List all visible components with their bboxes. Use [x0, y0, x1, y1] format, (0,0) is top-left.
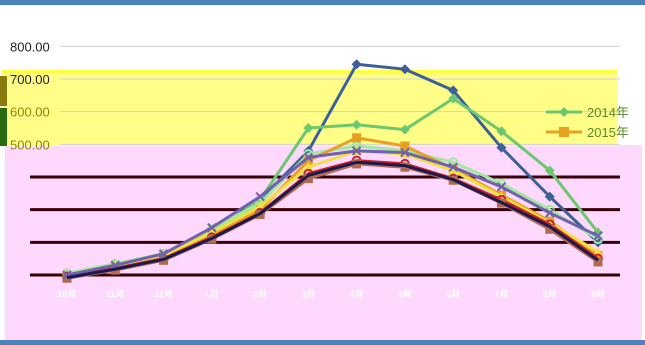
y-tick-label: 800.00	[10, 39, 50, 54]
x-tick-label: 3月	[301, 289, 315, 299]
data-point	[593, 231, 603, 241]
data-point	[593, 247, 603, 257]
legend-entry: 2015年	[546, 125, 629, 140]
data-point	[400, 147, 410, 158]
data-point	[303, 162, 314, 172]
data-point	[545, 224, 555, 234]
x-tick-label: 12月	[154, 289, 173, 299]
data-point	[62, 273, 72, 283]
legend-label: 2014年	[587, 105, 629, 120]
data-point	[400, 162, 410, 172]
highlight-band	[2, 70, 617, 146]
data-point	[496, 142, 507, 153]
x-tick-label: 9月	[591, 289, 605, 299]
data-point	[496, 182, 507, 192]
legend-swatch-marker	[559, 127, 569, 137]
legend-swatch-marker	[559, 107, 569, 117]
x-tick-label: 8月	[543, 289, 557, 299]
data-point	[255, 191, 265, 202]
x-tick-label: 5月	[398, 289, 412, 299]
data-point	[448, 162, 458, 172]
series-layer	[62, 59, 603, 283]
data-point	[545, 208, 555, 218]
data-point	[303, 152, 314, 163]
x-tick-label: 7月	[494, 289, 508, 299]
frame-top-border	[0, 0, 645, 5]
data-point	[399, 124, 410, 135]
x-tick-label: 6月	[446, 289, 460, 299]
frame-bottom-border	[0, 340, 645, 345]
data-point	[544, 191, 555, 202]
data-point	[352, 159, 362, 169]
series-line	[66, 160, 599, 280]
data-point	[496, 126, 507, 137]
highlight-band-edge-top	[2, 70, 617, 74]
x-axis-tick-labels: 10月 11月 12月 1月 2月 3月 4月 5月 6月 7月 8月 9月	[57, 289, 605, 299]
data-point	[593, 257, 603, 267]
y-tick-label: 700.00	[10, 72, 50, 87]
data-point	[448, 93, 459, 104]
grid-lines	[30, 45, 620, 277]
data-point	[400, 141, 410, 151]
x-tick-label: 11月	[106, 289, 125, 299]
data-point	[351, 59, 362, 70]
data-point	[303, 156, 313, 166]
data-point	[352, 133, 362, 143]
legend: 2014年 2015年	[546, 105, 629, 140]
data-point	[448, 165, 459, 175]
data-point	[544, 165, 555, 176]
left-accent-olive	[0, 76, 7, 106]
x-tick-label: 1月	[205, 289, 219, 299]
data-point	[158, 249, 169, 259]
series-line	[66, 149, 599, 277]
data-point	[303, 123, 314, 133]
data-point	[207, 222, 217, 233]
legend-label: 2015年	[587, 125, 629, 140]
data-point	[255, 201, 266, 211]
x-tick-label: 2月	[253, 289, 267, 299]
data-point	[351, 119, 362, 130]
x-tick-label: 4月	[350, 289, 364, 299]
x-tick-label: 10月	[57, 289, 76, 299]
data-point	[448, 85, 459, 96]
legend-entry: 2014年	[546, 105, 629, 120]
series-group	[66, 160, 599, 280]
data-point	[351, 146, 362, 156]
y-tick-label: 500.00	[10, 137, 50, 152]
y-tick-label: 600.00	[10, 105, 50, 120]
data-point	[303, 174, 313, 184]
data-point	[399, 64, 410, 75]
y-axis-tick-labels: 800.00 700.00 600.00 500.00	[10, 39, 50, 152]
left-accent-green	[0, 108, 7, 146]
